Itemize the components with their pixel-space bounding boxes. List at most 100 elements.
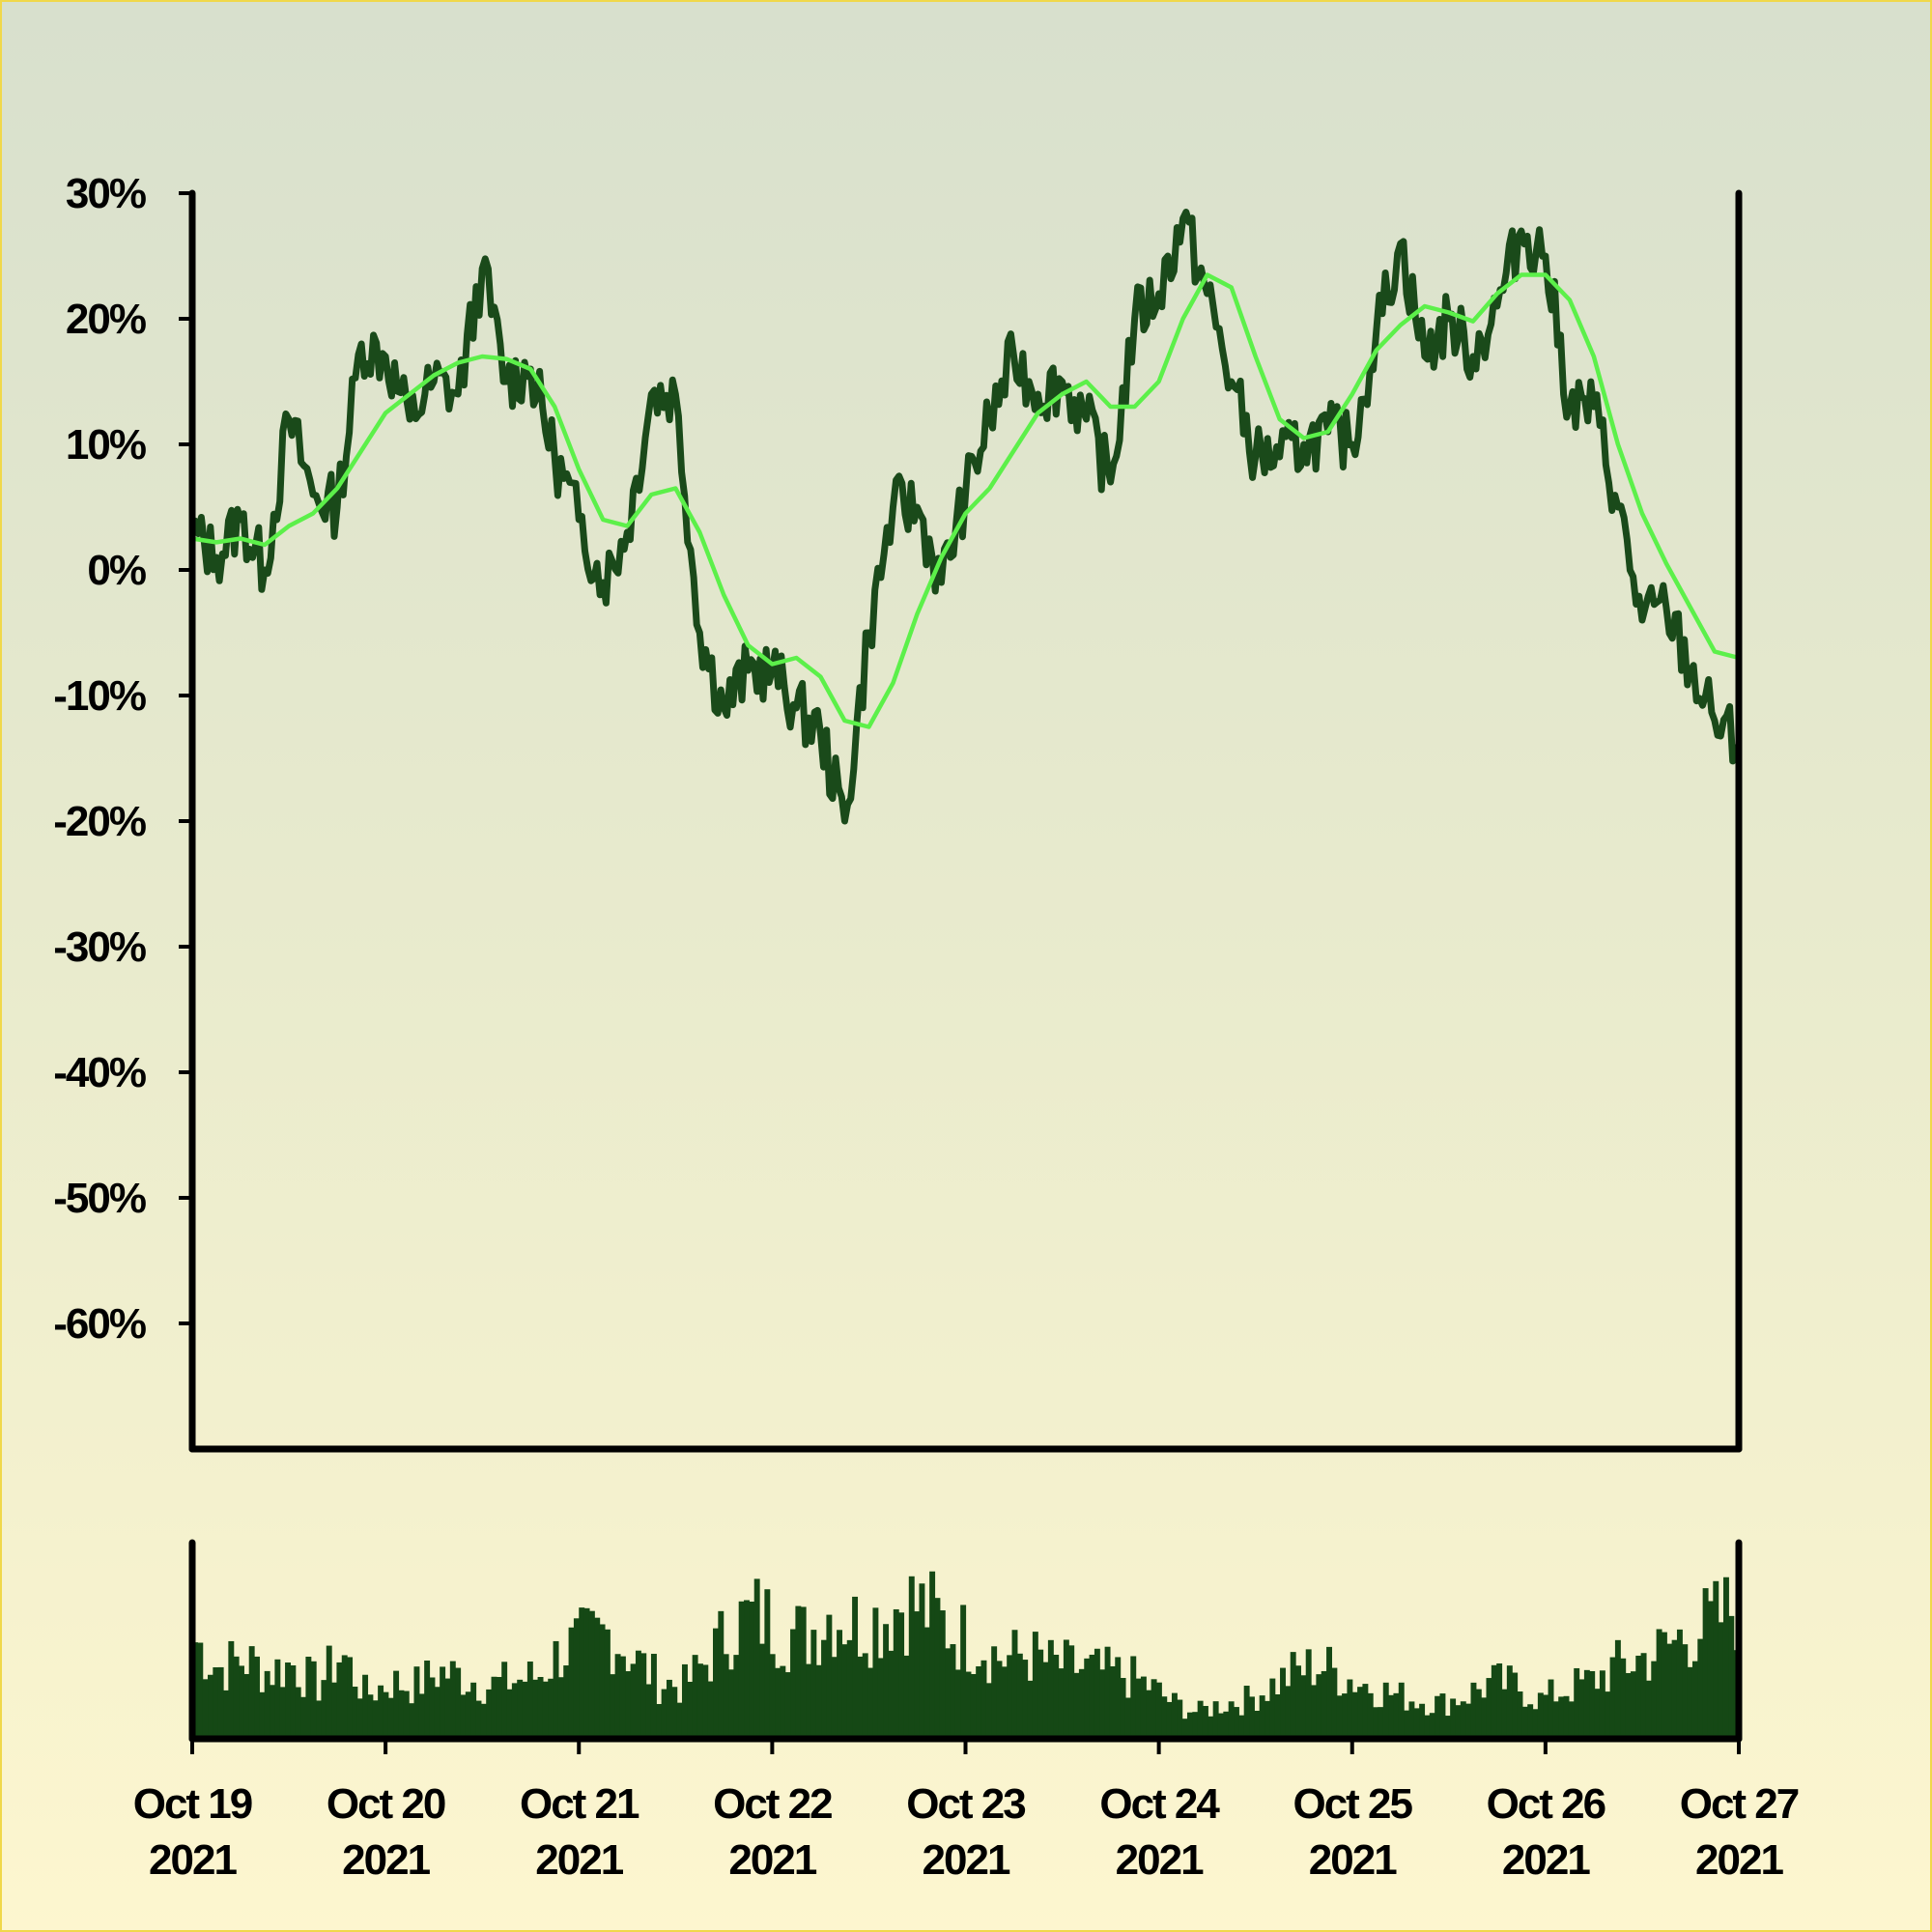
x-tick-label-year: 2021 <box>1502 1836 1590 1884</box>
x-tick-label-date: Oct 20 <box>327 1780 445 1828</box>
volume-bar <box>1697 1638 1704 1739</box>
volume-bar <box>1099 1669 1106 1739</box>
volume-bar <box>568 1627 575 1739</box>
volume-bar <box>290 1664 297 1739</box>
volume-bar <box>1527 1704 1534 1739</box>
volume-bar <box>1413 1708 1420 1739</box>
x-tick-label-date: Oct 26 <box>1487 1780 1605 1828</box>
volume-bar <box>1460 1701 1466 1739</box>
volume-bar <box>1063 1639 1069 1739</box>
volume-bar <box>310 1661 317 1739</box>
volume-bar <box>1321 1670 1327 1739</box>
volume-bar <box>1094 1648 1100 1739</box>
volume-bar <box>1212 1701 1219 1739</box>
volume-bar <box>1269 1678 1276 1739</box>
volume-bar <box>1135 1678 1142 1739</box>
volume-bar <box>285 1662 291 1739</box>
volume-bar <box>1280 1667 1286 1739</box>
volume-bar <box>945 1648 952 1739</box>
axes-frame <box>188 189 1743 1743</box>
volume-bar <box>1496 1662 1503 1739</box>
volume-bar <box>790 1629 796 1739</box>
volume-bar <box>775 1667 781 1739</box>
volume-bar <box>486 1689 493 1739</box>
volume-bar <box>877 1658 884 1739</box>
volume-bar <box>1151 1679 1157 1739</box>
volume-bar <box>254 1656 260 1739</box>
volume-bar <box>888 1650 895 1739</box>
volume-bar <box>537 1677 544 1739</box>
volume-bar <box>795 1605 802 1739</box>
volume-bar <box>604 1629 611 1739</box>
volume-bar <box>1578 1679 1585 1739</box>
volume-bar <box>1563 1695 1570 1739</box>
y-tick-label: 20% <box>66 296 146 343</box>
x-tick-label-date: Oct 27 <box>1680 1780 1799 1828</box>
volume-bar <box>630 1663 637 1739</box>
volume-bar <box>1109 1665 1116 1739</box>
volume-bar <box>1130 1656 1137 1739</box>
volume-bar <box>1382 1682 1389 1739</box>
y-tick-label: 0% <box>87 547 145 594</box>
volume-bar <box>1234 1707 1239 1739</box>
volume-bar <box>1285 1686 1292 1739</box>
x-tick-label-year: 2021 <box>728 1836 816 1884</box>
volume-bar <box>1599 1670 1605 1739</box>
volume-bar <box>1429 1713 1435 1739</box>
volume-bar <box>960 1605 967 1739</box>
volume-bar <box>903 1655 910 1739</box>
volume-bar <box>1073 1672 1080 1739</box>
volume-bar <box>526 1662 533 1739</box>
volume-bar <box>625 1671 632 1739</box>
volume-bar <box>645 1684 652 1739</box>
volume-bar <box>769 1654 776 1739</box>
volume-bar <box>1450 1698 1457 1739</box>
volume-bar <box>1186 1712 1193 1739</box>
volume-bar <box>233 1656 240 1739</box>
y-tick-label: -40% <box>53 1049 146 1096</box>
volume-bar <box>465 1691 471 1739</box>
volume-bar <box>1192 1712 1199 1739</box>
volume-bar <box>1620 1658 1627 1739</box>
volume-bar <box>387 1697 394 1739</box>
volume-bar <box>749 1601 755 1739</box>
volume-bar <box>718 1610 724 1739</box>
volume-bar <box>1605 1691 1611 1739</box>
volume-bar <box>264 1670 270 1739</box>
x-tick-label-year: 2021 <box>1695 1836 1783 1884</box>
volume-bar <box>583 1607 590 1739</box>
volume-bar <box>239 1665 244 1739</box>
volume-bar <box>548 1678 554 1739</box>
volume-bar <box>1104 1646 1111 1739</box>
volume-bar <box>599 1624 606 1739</box>
volume-bar <box>1521 1706 1528 1739</box>
volume-bar <box>1202 1705 1208 1739</box>
volume-bar <box>1011 1630 1018 1739</box>
volume-bar <box>1470 1682 1477 1739</box>
volume-bar <box>696 1663 703 1739</box>
volume-bar <box>1666 1643 1673 1739</box>
volume-bar <box>1249 1696 1255 1739</box>
volume-bar <box>908 1576 915 1739</box>
volume-bar <box>1728 1615 1735 1739</box>
volume-bar <box>1398 1682 1405 1739</box>
volume-bar <box>393 1670 400 1739</box>
volume-bar <box>1532 1709 1539 1739</box>
x-tick-label-year: 2021 <box>535 1836 623 1884</box>
volume-bar <box>1259 1695 1265 1739</box>
price-series-line <box>188 209 1742 825</box>
volume-bar <box>1589 1670 1596 1739</box>
y-tick-label: -50% <box>53 1175 146 1222</box>
volume-bar <box>1671 1639 1678 1739</box>
volume-bar <box>1223 1711 1230 1739</box>
volume-bar <box>347 1657 354 1739</box>
volume-bar <box>248 1646 255 1739</box>
volume-bar <box>1115 1657 1122 1739</box>
volume-bar <box>1351 1691 1358 1739</box>
volume-bar <box>429 1677 436 1739</box>
volume-bar <box>1362 1684 1369 1739</box>
volume-bar <box>837 1630 843 1739</box>
volume-bar <box>1501 1689 1508 1739</box>
volume-bar <box>259 1691 266 1739</box>
